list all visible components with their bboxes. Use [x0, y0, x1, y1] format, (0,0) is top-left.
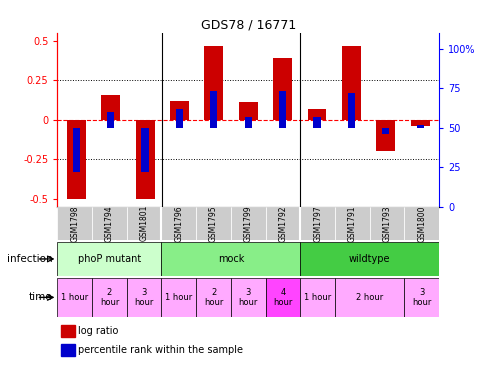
Bar	[107, 112, 114, 128]
Text: GSM1796: GSM1796	[174, 205, 183, 242]
Text: GSM1799: GSM1799	[244, 205, 253, 242]
Bar	[370, 207, 404, 240]
Bar	[342, 46, 361, 120]
Text: mock: mock	[218, 254, 244, 264]
Bar	[127, 207, 162, 240]
Bar	[210, 92, 218, 128]
Bar	[162, 278, 196, 317]
Bar	[300, 278, 335, 317]
Text: 3
hour: 3 hour	[412, 288, 432, 307]
Text: GSM1795: GSM1795	[209, 205, 218, 242]
Bar	[176, 109, 183, 128]
Text: wildtype: wildtype	[349, 254, 390, 264]
Bar	[231, 207, 265, 240]
Bar	[279, 92, 286, 128]
Text: 1 hour: 1 hour	[165, 293, 193, 302]
Bar	[196, 278, 231, 317]
Bar	[92, 278, 127, 317]
Bar	[300, 207, 335, 240]
Bar	[57, 242, 162, 276]
Text: percentile rank within the sample: percentile rank within the sample	[78, 345, 244, 355]
Text: GSM1797: GSM1797	[313, 205, 322, 242]
Bar	[61, 325, 74, 337]
Bar	[417, 124, 424, 128]
Bar	[162, 242, 300, 276]
Bar	[101, 94, 120, 120]
Bar	[300, 242, 439, 276]
Bar	[92, 207, 127, 240]
Text: 4
hour: 4 hour	[273, 288, 292, 307]
Bar	[136, 120, 155, 199]
Bar	[61, 344, 74, 356]
Bar	[376, 120, 395, 152]
Bar	[67, 120, 86, 199]
Bar	[265, 207, 300, 240]
Text: time: time	[29, 292, 52, 302]
Bar	[231, 278, 265, 317]
Text: GSM1801: GSM1801	[140, 205, 149, 242]
Bar	[404, 278, 439, 317]
Text: 1 hour: 1 hour	[61, 293, 88, 302]
Bar	[196, 207, 231, 240]
Text: GSM1798: GSM1798	[70, 205, 79, 242]
Bar	[205, 46, 224, 120]
Title: GDS78 / 16771: GDS78 / 16771	[201, 19, 296, 32]
Bar	[348, 93, 355, 128]
Bar	[335, 278, 404, 317]
Bar	[245, 117, 252, 128]
Bar	[273, 58, 292, 120]
Bar	[313, 117, 321, 128]
Bar	[162, 207, 196, 240]
Bar	[239, 102, 257, 120]
Text: GSM1794: GSM1794	[105, 205, 114, 242]
Text: 2 hour: 2 hour	[356, 293, 383, 302]
Bar	[73, 128, 80, 172]
Text: 2
hour: 2 hour	[100, 288, 119, 307]
Bar	[142, 128, 149, 172]
Text: GSM1792: GSM1792	[278, 205, 287, 242]
Bar	[57, 278, 92, 317]
Text: phoP mutant: phoP mutant	[78, 254, 141, 264]
Bar	[127, 278, 162, 317]
Bar	[307, 109, 326, 120]
Text: 3
hour: 3 hour	[134, 288, 154, 307]
Bar	[404, 207, 439, 240]
Bar	[382, 128, 389, 134]
Bar	[335, 207, 370, 240]
Bar	[265, 278, 300, 317]
Bar	[411, 120, 430, 126]
Text: log ratio: log ratio	[78, 326, 119, 336]
Text: 1 hour: 1 hour	[304, 293, 331, 302]
Text: infection: infection	[7, 254, 52, 264]
Text: GSM1791: GSM1791	[348, 205, 357, 242]
Bar	[57, 207, 92, 240]
Text: 2
hour: 2 hour	[204, 288, 223, 307]
Text: GSM1793: GSM1793	[383, 205, 392, 242]
Text: GSM1800: GSM1800	[417, 205, 426, 242]
Bar	[170, 101, 189, 120]
Text: 3
hour: 3 hour	[239, 288, 258, 307]
